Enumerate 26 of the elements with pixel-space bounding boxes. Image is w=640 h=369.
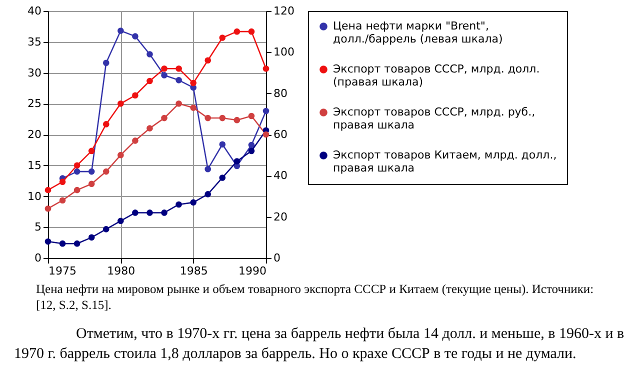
y2-tick-label: 20 [274, 210, 288, 224]
y2-tick-label: 80 [274, 86, 288, 100]
y2-tick-label: 100 [274, 46, 294, 59]
y-tick-label: 20 [28, 128, 42, 141]
x-tick-label: 1975 [48, 264, 76, 278]
y2-tick-label: 40 [274, 169, 288, 182]
legend-label: Экспорт товаров Китаем, млрд. долл., правая шкала [333, 148, 557, 174]
x-tick-label: 1980 [107, 264, 136, 278]
y-tick-label: 15 [28, 158, 42, 172]
text: Цена нефти на мировом рынке и объем товарного экспорта СССР и Китаем (текущие цены). Источники: [12, S.2, S.15]. [36, 281, 595, 314]
y-tick-label: 5 [34, 220, 42, 234]
y2-tick-label: 60 [274, 128, 288, 141]
legend-label: Цена нефти марки "Brent", долл./баррель (левая шкала) [333, 20, 503, 46]
y2-tick-label: 0 [274, 252, 280, 264]
legend-label: Экспорт товаров СССР, млрд. руб., правая шкала [333, 106, 536, 132]
y-tick-label: 30 [28, 66, 42, 80]
x-tick-label: 1985 [180, 264, 208, 278]
text: Отметим, что в 1970-х гг. цена за баррель нефти была 14 долл. и меньше, в 1960-х и в 1970 г. баррель стоила 1,8 долларов за баррель. Но о крахе СССР в те годы и не думали. [14, 324, 626, 364]
y-tick-label: 25 [28, 97, 42, 110]
y-tick-label: 40 [28, 4, 42, 18]
y-tick-label: 0 [34, 252, 42, 264]
legend-label: Экспорт товаров СССР, млрд. долл. (правая шкала) [333, 62, 540, 88]
y2-tick-label: 120 [274, 4, 294, 18]
y-tick-label: 10 [28, 190, 42, 203]
y-tick-label: 35 [28, 35, 42, 48]
x-tick-label: 1990 [238, 264, 266, 278]
